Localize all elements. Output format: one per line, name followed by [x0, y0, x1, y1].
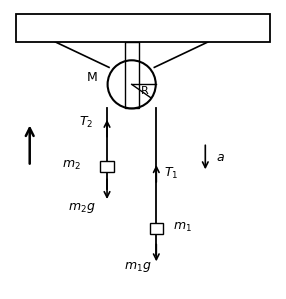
Text: M: M: [87, 71, 98, 84]
Text: $m_1g$: $m_1g$: [124, 260, 151, 274]
Text: $T_2$: $T_2$: [79, 115, 94, 130]
Bar: [150, 223, 163, 234]
Text: a: a: [217, 152, 224, 164]
Text: $m_2$: $m_2$: [62, 158, 81, 172]
Bar: [100, 161, 114, 172]
Bar: [125, 42, 139, 109]
Text: R: R: [140, 86, 148, 97]
Text: $T_1$: $T_1$: [164, 166, 179, 181]
Text: $m_1$: $m_1$: [173, 221, 192, 234]
Bar: [15, 13, 271, 42]
Text: $m_2g$: $m_2g$: [68, 201, 96, 215]
